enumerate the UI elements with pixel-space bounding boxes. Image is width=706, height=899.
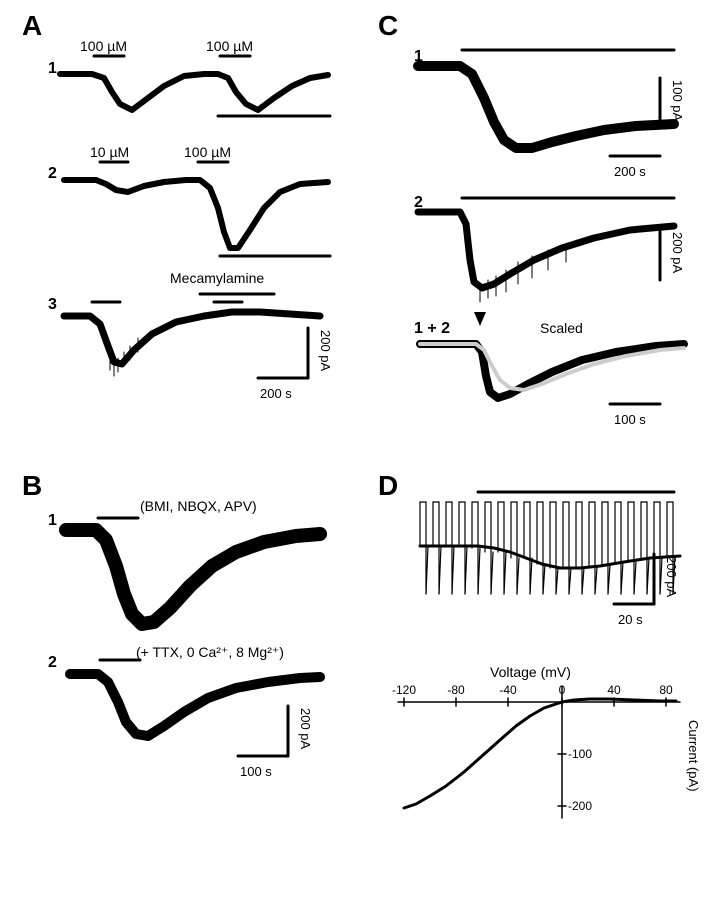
svg-text:-200: -200 [568, 799, 592, 813]
panel-label-d: D [378, 470, 398, 502]
c1-label: 1 [414, 48, 423, 66]
b1-cond: (BMI, NBQX, APV) [140, 498, 257, 514]
a3-mec: Mecamylamine [170, 270, 264, 286]
a1-app1: 100 µM [80, 38, 127, 54]
b2-cond: (+ TTX, 0 Ca²⁺, 8 Mg²⁺) [136, 644, 284, 661]
a-scale-h: 200 s [260, 386, 292, 401]
a2-app1: 10 µM [90, 144, 129, 160]
c2-scale-v: 200 pA [670, 232, 685, 273]
a2-label: 2 [48, 165, 57, 183]
b1-label: 1 [48, 512, 57, 530]
a1-app2: 100 µM [206, 38, 253, 54]
panel-label-c: C [378, 10, 398, 42]
panel-label-a: A [22, 10, 42, 42]
svg-text:80: 80 [659, 683, 673, 697]
svg-text:0: 0 [559, 683, 566, 697]
svg-text:-40: -40 [499, 683, 517, 697]
b2-label: 2 [48, 654, 57, 672]
a-scale-v: 200 pA [318, 330, 333, 371]
c-scaled: Scaled [540, 320, 583, 336]
b-scale-v: 200 pA [298, 708, 313, 749]
d-ylabel: Current (pA) [686, 720, 701, 792]
a2-app2: 100 µM [184, 144, 231, 160]
d-scale-v: 200 pA [664, 556, 679, 597]
svg-text:-80: -80 [447, 683, 465, 697]
c2-label: 2 [414, 194, 423, 212]
svg-text:40: 40 [607, 683, 621, 697]
a1-label: 1 [48, 60, 57, 78]
c1-scale-h: 200 s [614, 164, 646, 179]
d-scale-h: 20 s [618, 612, 643, 627]
d-xlabel: Voltage (mV) [490, 664, 571, 680]
a3-label: 3 [48, 296, 57, 314]
c12-label: 1 + 2 [414, 320, 450, 338]
c1-scale-v: 100 pA [670, 80, 685, 121]
figure-svg: -120 -80 -40 0 40 80 -100 -200 [0, 0, 706, 899]
b-scale-h: 100 s [240, 764, 272, 779]
svg-text:-100: -100 [568, 747, 592, 761]
c12-scale-h: 100 s [614, 412, 646, 427]
panel-label-b: B [22, 470, 42, 502]
svg-text:-120: -120 [392, 683, 416, 697]
